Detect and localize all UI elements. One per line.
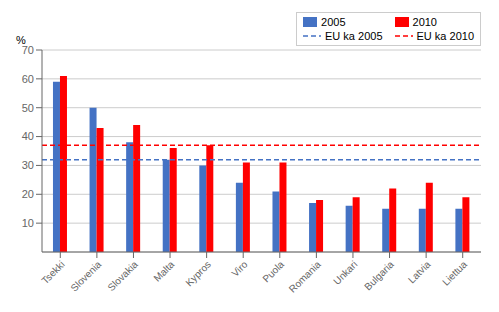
svg-text:10: 10 bbox=[22, 217, 34, 229]
svg-text:Romania: Romania bbox=[287, 258, 323, 294]
html-text:2005: 2005 bbox=[321, 16, 346, 28]
html-text:2010: 2010 bbox=[412, 16, 437, 28]
html-text:EU ka 2010: EU ka 2010 bbox=[416, 30, 474, 42]
svg-text:20: 20 bbox=[22, 188, 34, 200]
svg-text:Viro: Viro bbox=[229, 258, 250, 279]
svg-text:40: 40 bbox=[22, 130, 34, 142]
svg-text:Slovakia: Slovakia bbox=[105, 258, 140, 293]
svg-text:70: 70 bbox=[22, 44, 34, 56]
svg-text:Tsekki: Tsekki bbox=[39, 259, 66, 286]
svg-text:Liettua: Liettua bbox=[440, 258, 469, 287]
svg-text:60: 60 bbox=[22, 73, 34, 85]
svg-text:Unkari: Unkari bbox=[331, 259, 359, 287]
svg-text:Kypros: Kypros bbox=[183, 259, 213, 289]
svg-text:30: 30 bbox=[22, 159, 34, 171]
svg-text:Latvia: Latvia bbox=[406, 258, 433, 285]
svg-text:Malta: Malta bbox=[151, 258, 176, 283]
svg-text:Slovenia: Slovenia bbox=[68, 258, 103, 293]
html-text:EU ka 2005: EU ka 2005 bbox=[325, 30, 383, 42]
svg-text:Puola: Puola bbox=[260, 258, 286, 284]
svg-text:Bulgaria: Bulgaria bbox=[362, 258, 396, 292]
svg-text:50: 50 bbox=[22, 102, 34, 114]
